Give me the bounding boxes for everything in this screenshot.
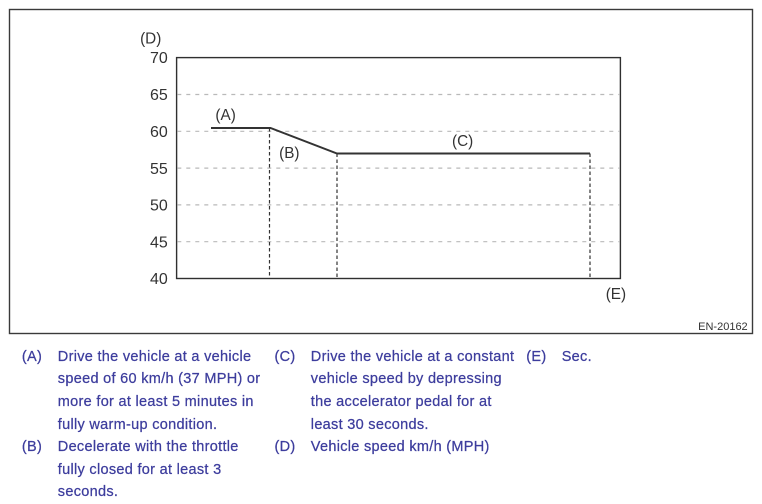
svg-text:55: 55 [150,161,168,178]
svg-text:EN-20162: EN-20162 [698,321,748,333]
svg-text:(D): (D) [140,31,161,48]
svg-text:(B): (B) [279,145,299,162]
svg-text:65: 65 [150,87,168,104]
svg-text:(C): (C) [452,133,473,150]
svg-text:45: 45 [150,234,168,251]
svg-text:50: 50 [150,198,168,215]
svg-text:70: 70 [150,50,168,67]
svg-text:60: 60 [150,124,168,141]
svg-text:(E): (E) [606,286,626,303]
svg-text:40: 40 [150,271,168,288]
svg-text:(A): (A) [215,107,235,124]
